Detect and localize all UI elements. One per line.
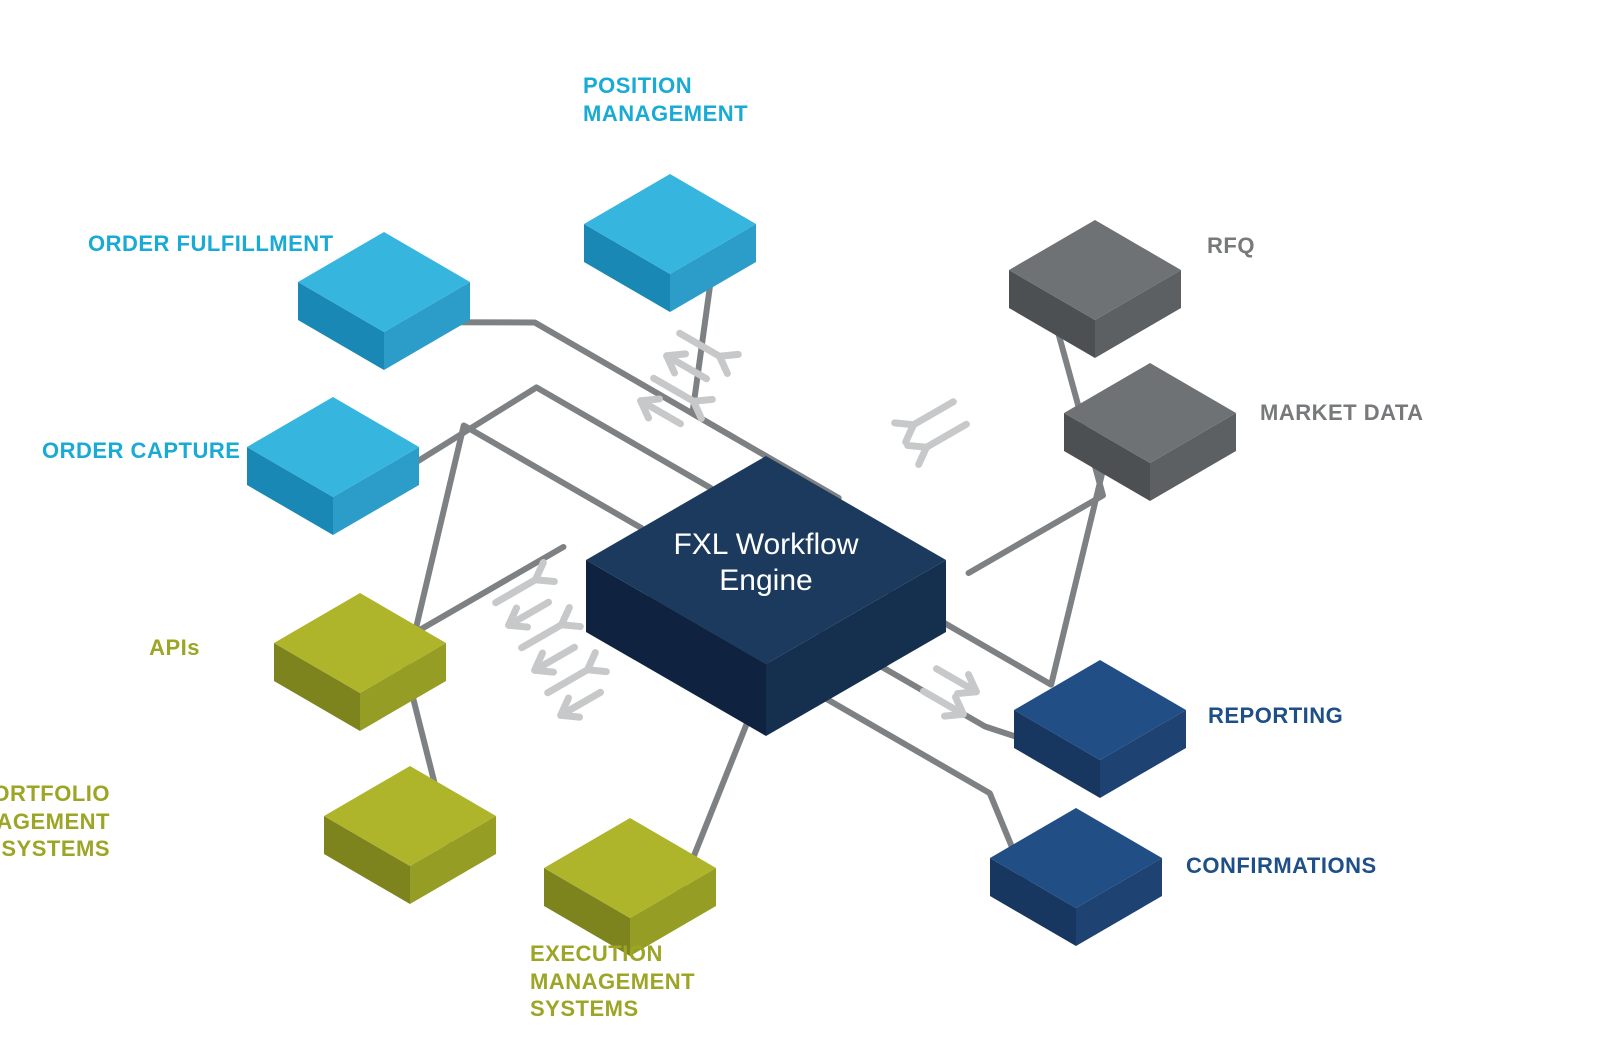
node-confirmations	[990, 808, 1162, 946]
node-position-management	[584, 174, 756, 312]
node-market-data	[1064, 363, 1236, 501]
flow-arrow	[509, 602, 549, 627]
label-order-capture: ORDER CAPTURE	[42, 437, 240, 465]
flow-arrow	[924, 691, 964, 716]
label-reporting: REPORTING	[1208, 702, 1343, 730]
label-portfolio-management-systems: PORTFOLIO MANAGEMENT SYSTEMS	[0, 780, 110, 863]
node-portfolio-management-systems	[324, 766, 496, 904]
center-title-line2: Engine	[719, 564, 812, 597]
label-market-data: MARKET DATA	[1260, 399, 1424, 427]
label-confirmations: CONFIRMATIONS	[1186, 852, 1377, 880]
node-order-capture	[247, 397, 419, 535]
label-rfq: RFQ	[1207, 232, 1255, 260]
boxes-layer: FXL WorkflowEngine	[247, 174, 1236, 956]
center-hub: FXL WorkflowEngine	[586, 456, 946, 736]
label-apis: APIs	[149, 634, 200, 662]
flow-arrow	[908, 424, 967, 464]
label-execution-management-systems: EXECUTION MANAGEMENT SYSTEMS	[530, 940, 695, 1023]
center-title-line1: FXL Workflow	[673, 528, 858, 561]
node-execution-management-systems	[544, 818, 716, 956]
flow-arrow	[937, 669, 977, 694]
flow-arrow	[535, 647, 575, 672]
diagram-svg: FXL WorkflowEngine	[0, 0, 1600, 1046]
diagram-stage: FXL WorkflowEngine ORDER FULFILLMENT POSI…	[0, 0, 1600, 1046]
node-rfq	[1009, 220, 1181, 358]
label-position-management: POSITION MANAGEMENT	[583, 72, 748, 127]
flow-arrow	[561, 692, 601, 717]
label-order-fulfillment: ORDER FULFILLMENT	[88, 230, 334, 258]
